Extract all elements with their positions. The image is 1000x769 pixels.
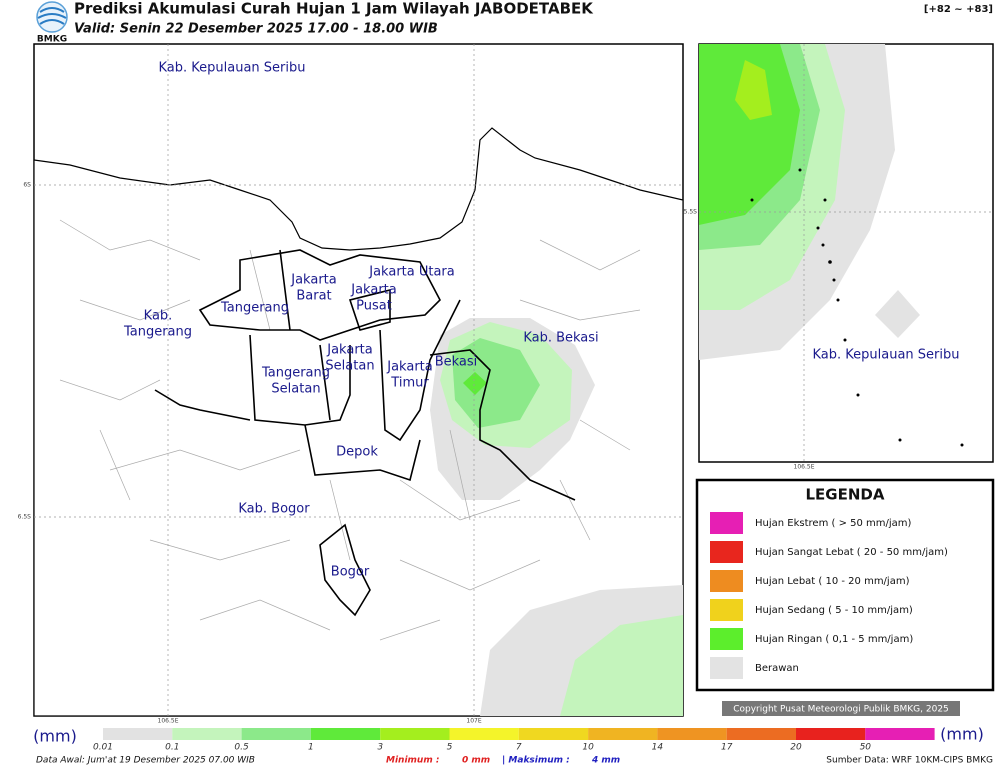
region-label: Bekasi — [435, 355, 478, 370]
rain-light-se — [560, 615, 683, 716]
region-label: Pusat — [356, 299, 392, 314]
graticule — [34, 44, 683, 716]
legend-swatch — [710, 628, 743, 650]
lat-tick: 6S — [23, 182, 31, 189]
colorbar-label: 7 — [516, 743, 522, 753]
lon-tick: 106.5E — [794, 464, 815, 471]
legend-title: LEGENDA — [806, 486, 885, 504]
data-awal: Data Awal: Jum'at 19 Desember 2025 07.00… — [36, 756, 255, 766]
min-value: 0 mm — [462, 756, 490, 766]
lon-tick: 106.5E — [158, 718, 179, 725]
colorbar-unit: (mm) — [940, 725, 984, 744]
region-label: Selatan — [271, 382, 320, 397]
legend-label: Hujan Sedang ( 5 - 10 mm/jam) — [755, 605, 913, 616]
legend-label: Hujan Ekstrem ( > 50 mm/jam) — [755, 518, 912, 529]
region-label: Jakarta Utara — [368, 265, 455, 280]
colorbar-label: 14 — [652, 743, 664, 753]
copyright: Copyright Pusat Meteorologi Publik BMKG,… — [733, 705, 949, 715]
lat-tick: 6.5S — [18, 514, 32, 521]
valid-time: Valid: Senin 22 Desember 2025 17.00 - 18… — [74, 22, 438, 37]
region-label: Tangerang — [220, 301, 289, 316]
inset-map: 5.5S 106.5E Kab. Kepulauan Seribu — [684, 43, 994, 471]
colorbar-unit: (mm) — [33, 727, 77, 746]
region-label: Kab. Bekasi — [523, 331, 598, 346]
legend-label: Berawan — [755, 663, 799, 674]
max-value: 4 mm — [591, 756, 620, 766]
colorbar-segment — [865, 728, 935, 740]
colorbar-label: 0.01 — [93, 743, 113, 753]
inset-label: Kab. Kepulauan Seribu — [813, 348, 960, 363]
legend-swatch — [710, 570, 743, 592]
colorbar-label: 17 — [721, 743, 733, 753]
colorbar-label: 20 — [790, 743, 802, 753]
legend-swatch — [710, 657, 743, 679]
colorbar-segment — [380, 728, 450, 740]
legend: LEGENDA Hujan Ekstrem ( > 50 mm/jam) Huja… — [695, 478, 995, 692]
range-code: [+82 ~ +83] — [924, 4, 993, 15]
region-labels: Kab. Kepulauan Seribu Jakarta Utara Jakart… — [123, 61, 599, 580]
colorbar-segment — [103, 728, 173, 740]
region-label: Timur — [390, 376, 429, 391]
region-label: Jakarta — [326, 343, 372, 358]
colorbar-segment — [726, 728, 796, 740]
land — [34, 127, 683, 716]
legend-label: Hujan Lebat ( 10 - 20 mm/jam) — [755, 576, 910, 587]
region-label: Kab. — [144, 309, 173, 324]
colorbar-segment — [518, 728, 589, 740]
colorbar-label: 1 — [308, 743, 314, 753]
colorbar-segment — [310, 728, 381, 740]
region-label: Kab. Bogor — [238, 502, 310, 517]
colorbar-segment — [449, 728, 519, 740]
region-label: Jakarta — [350, 283, 396, 298]
region-label: Tangerang — [123, 325, 192, 340]
lat-tick: 5.5S — [684, 209, 698, 216]
colorbar-segment — [241, 728, 311, 740]
region-label: Kab. Kepulauan Seribu — [159, 61, 306, 76]
colorbar-label: 0.1 — [165, 743, 179, 753]
colorbar-segment — [796, 728, 866, 740]
region-label: Depok — [336, 445, 378, 460]
legend-swatch — [710, 599, 743, 621]
colorbar: (mm) (mm) 0.01 0.1 0.5 1 3 5 7 10 14 17 20 50 — [33, 725, 984, 753]
max-label: | Maksimum : — [502, 756, 570, 766]
colorbar-segment — [657, 728, 727, 740]
colorbar-segment — [588, 728, 658, 740]
region-label: Tangerang — [261, 366, 330, 381]
lon-tick: 107E — [466, 718, 481, 725]
colorbar-label: 3 — [377, 743, 383, 753]
region-label: Jakarta — [386, 360, 432, 375]
rain-peak — [463, 372, 487, 395]
colorbar-label: 10 — [582, 743, 594, 753]
copyright-bg — [722, 701, 960, 716]
logo-text: BMKG — [37, 35, 67, 45]
colorbar-label: 0.5 — [234, 743, 249, 753]
region-label: Jakarta — [290, 273, 336, 288]
region-label: Bogor — [331, 565, 370, 580]
colorbar-label: 50 — [860, 743, 872, 753]
colorbar-segment — [172, 728, 242, 740]
region-label: Barat — [296, 289, 331, 304]
region-label: Selatan — [325, 359, 374, 374]
colorbar-label: 5 — [447, 743, 453, 753]
min-label: Minimum : — [386, 756, 439, 766]
title: Prediksi Akumulasi Curah Hujan 1 Jam Wil… — [74, 0, 594, 18]
source: Sumber Data: WRF 10KM-CIPS BMKG — [826, 756, 993, 766]
main-map: 6S 6.5S 106.5E 107E Kab. Kepulauan Serib… — [18, 43, 684, 725]
legend-swatch — [710, 512, 743, 534]
legend-label: Hujan Ringan ( 0,1 - 5 mm/jam) — [755, 634, 913, 645]
legend-swatch — [710, 541, 743, 563]
legend-label: Hujan Sangat Lebat ( 20 - 50 mm/jam) — [755, 547, 948, 558]
logo: BMKG — [36, 1, 68, 45]
